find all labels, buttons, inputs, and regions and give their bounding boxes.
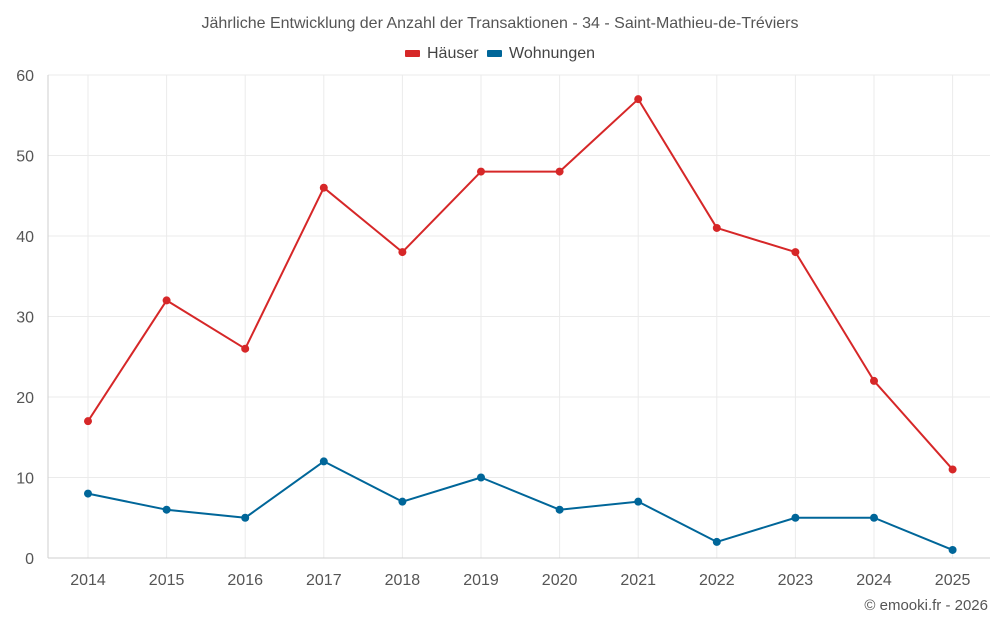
y-tick-label: 10 — [16, 471, 34, 488]
y-tick-label: 40 — [16, 229, 34, 246]
data-point-houses-2021[interactable] — [634, 95, 643, 104]
data-point-apartments-2017[interactable] — [319, 457, 328, 466]
chart-title: Jährliche Entwicklung der Anzahl der Tra… — [201, 15, 799, 32]
data-point-houses-2018[interactable] — [398, 248, 407, 257]
y-tick-label: 60 — [16, 68, 34, 85]
series-line-houses — [87, 98, 954, 471]
data-point-apartments-2019[interactable] — [477, 473, 485, 482]
data-point-houses-2025[interactable] — [948, 465, 957, 474]
data-point-apartments-2023[interactable] — [791, 513, 800, 522]
x-tick-label: 2014 — [70, 572, 106, 589]
y-tick-label: 30 — [16, 310, 34, 327]
data-point-houses-2016[interactable] — [241, 344, 250, 353]
legend-swatch-houses — [404, 50, 420, 57]
data-point-apartments-2021[interactable] — [634, 497, 643, 506]
x-tick-label: 2019 — [463, 572, 499, 589]
grid — [48, 74, 990, 559]
data-point-apartments-2016[interactable] — [241, 513, 250, 522]
data-point-houses-2014[interactable] — [84, 417, 92, 426]
legend-item-apartments[interactable]: Wohnungen — [487, 45, 595, 63]
x-tick-label: 2016 — [227, 572, 263, 589]
x-tick-label: 2022 — [699, 572, 735, 589]
x-tick-label: 2021 — [620, 572, 656, 589]
data-point-apartments-2024[interactable] — [870, 513, 878, 522]
data-point-apartments-2022[interactable] — [712, 537, 721, 546]
data-point-houses-2015[interactable] — [162, 296, 171, 305]
x-tick-label: 2018 — [385, 572, 421, 589]
data-point-houses-2017[interactable] — [319, 183, 328, 192]
legend-item-houses[interactable]: Häuser — [404, 44, 479, 63]
data-point-houses-2022[interactable] — [712, 223, 721, 232]
data-point-apartments-2020[interactable] — [555, 505, 564, 514]
y-tick-label: 20 — [16, 390, 34, 407]
legend: Häuser Wohnungen — [0, 44, 1000, 63]
x-tick-label: 2023 — [778, 572, 814, 589]
data-point-houses-2019[interactable] — [477, 167, 485, 176]
series-line-apartments — [87, 460, 953, 551]
x-tick-label: 2015 — [149, 572, 185, 589]
y-tick-label: 0 — [25, 551, 34, 568]
x-tick-label: 2020 — [542, 572, 578, 589]
series-group — [84, 95, 957, 554]
x-tick-label: 2017 — [306, 572, 342, 589]
data-point-apartments-2015[interactable] — [162, 505, 171, 514]
data-point-houses-2024[interactable] — [870, 376, 878, 385]
x-tick-label: 2024 — [856, 572, 892, 589]
data-point-apartments-2014[interactable] — [84, 489, 92, 498]
legend-swatch-apartments — [487, 50, 503, 57]
data-point-apartments-2025[interactable] — [948, 545, 957, 554]
data-point-apartments-2018[interactable] — [398, 497, 407, 506]
y-tick-label: 50 — [16, 149, 34, 166]
credit: © emooki.fr - 2026 — [864, 597, 988, 614]
data-point-houses-2023[interactable] — [791, 248, 800, 257]
x-tick-label: 2025 — [935, 572, 971, 589]
legend-label-houses: Häuser — [426, 44, 479, 62]
legend-label-apartments: Wohnungen — [509, 44, 596, 62]
axes: 0 10 20 30 40 50 60 2014 2015 2016 2017 2018 2019 202… — [16, 68, 990, 589]
data-point-houses-2020[interactable] — [555, 167, 564, 176]
